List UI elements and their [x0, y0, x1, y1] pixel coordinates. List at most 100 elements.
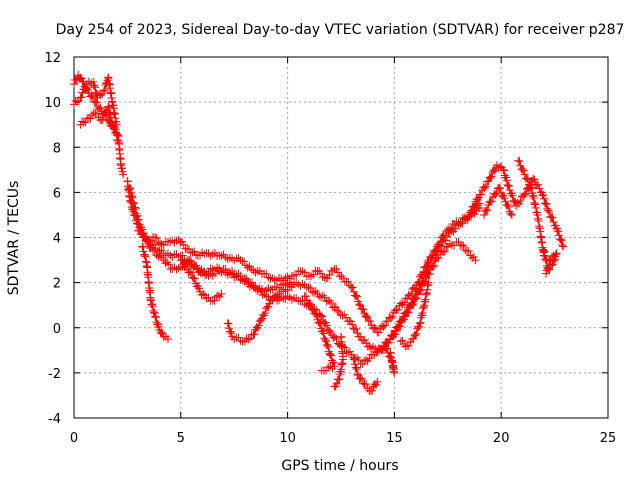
data-point [468, 253, 477, 262]
data-point [172, 236, 181, 245]
data-point [545, 208, 554, 217]
data-point [457, 240, 466, 249]
data-point [456, 217, 465, 226]
data-point [287, 283, 296, 292]
data-series-track-i [223, 282, 296, 346]
data-point [422, 274, 431, 283]
data-point [341, 313, 350, 322]
data-point [499, 165, 508, 174]
data-point [166, 251, 175, 260]
data-point [488, 167, 497, 176]
data-point [430, 248, 439, 257]
data-point [508, 191, 517, 200]
data-point [373, 377, 382, 386]
data-point [483, 205, 492, 214]
data-point [96, 103, 105, 112]
data-point [322, 337, 331, 346]
data-point [149, 232, 158, 241]
data-point [81, 83, 90, 92]
data-point [98, 115, 107, 124]
data-point [520, 170, 529, 179]
data-point [283, 272, 292, 281]
data-point [459, 241, 468, 250]
data-point [307, 272, 316, 281]
data-series-track-c [76, 102, 123, 140]
data-point [467, 207, 476, 216]
data-point [238, 337, 247, 346]
data-point [356, 301, 365, 310]
data-point [348, 283, 357, 292]
data-point [149, 307, 158, 316]
data-point [365, 354, 374, 363]
data-point [380, 321, 389, 330]
data-point [360, 335, 369, 344]
data-point [191, 262, 200, 271]
data-point [352, 365, 361, 374]
data-point [461, 246, 470, 255]
y-tick-label: -4 [48, 412, 61, 427]
data-point [424, 278, 433, 287]
data-point [190, 274, 199, 283]
data-point [225, 253, 234, 262]
data-point [306, 300, 315, 309]
data-point [254, 321, 263, 330]
data-point [391, 330, 400, 339]
data-series-track-g [138, 242, 172, 344]
data-point [129, 199, 138, 208]
data-point [264, 302, 273, 311]
data-point [482, 206, 491, 215]
data-series-track-f [134, 226, 480, 369]
data-point [370, 350, 379, 359]
data-point [470, 202, 479, 211]
data-point [234, 333, 243, 342]
data-point [379, 322, 388, 331]
x-tick-label: 20 [493, 431, 510, 446]
data-point [225, 268, 234, 277]
data-point [202, 294, 211, 303]
data-point [151, 313, 160, 322]
data-point [519, 166, 528, 175]
data-point [172, 265, 181, 274]
data-point [356, 374, 365, 383]
data-series-track-h [176, 256, 226, 306]
data-point [471, 256, 480, 265]
data-point [262, 304, 271, 313]
data-point [309, 270, 318, 279]
data-point [386, 348, 395, 357]
data-point [529, 174, 538, 183]
data-point [242, 274, 251, 283]
data-point [292, 270, 301, 279]
data-point [404, 341, 413, 350]
data-point [412, 294, 421, 303]
data-point [99, 86, 108, 95]
data-point [106, 113, 115, 122]
data-point [418, 308, 427, 317]
data-point [109, 123, 118, 132]
data-point [285, 282, 294, 291]
data-point [467, 206, 476, 215]
data-point [104, 102, 113, 111]
data-point [429, 247, 438, 256]
data-point [404, 308, 413, 317]
data-point [352, 325, 361, 334]
data-series-track-n [396, 278, 433, 351]
x-axis-ticks: 0 5 10 15 20 25 [70, 57, 616, 446]
y-tick-label: 8 [53, 141, 61, 156]
data-point [251, 283, 260, 292]
data-point [304, 283, 313, 292]
y-tick-label: 2 [53, 277, 61, 292]
data-point [325, 296, 334, 305]
data-point [204, 267, 213, 276]
data-point [359, 305, 368, 314]
data-point [248, 278, 256, 287]
data-point [189, 263, 198, 272]
data-point [141, 252, 150, 261]
data-point [140, 232, 149, 241]
data-point [179, 240, 188, 249]
data-point [326, 362, 335, 371]
data-point [540, 247, 549, 256]
data-point [480, 183, 489, 192]
data-point [281, 287, 290, 296]
data-point [447, 224, 456, 233]
